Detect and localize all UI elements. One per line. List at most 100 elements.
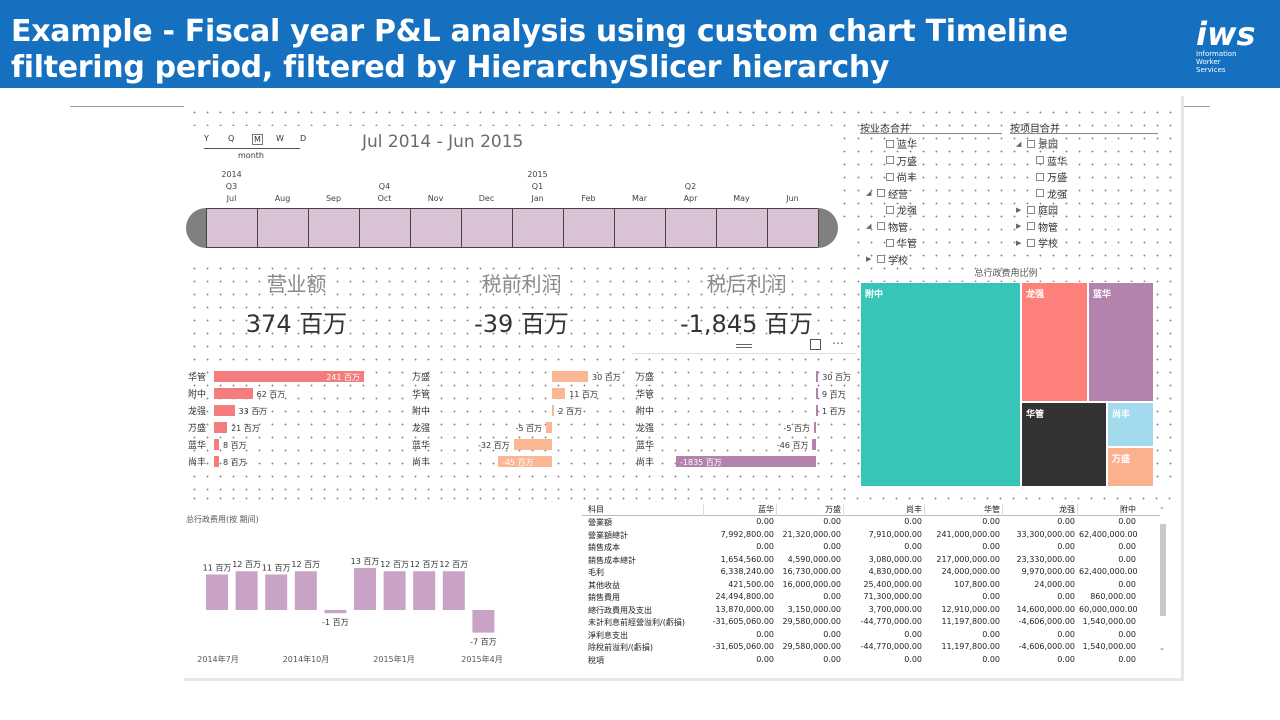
monthly-bar[interactable]	[383, 571, 406, 610]
slicer-business-items[interactable]: 蓝华 万盛 尚丰 ◢ 经营 龙强 ◢ 物管 华管 ▶ 学校	[860, 136, 1006, 270]
timeline-granularity-picker[interactable]: Y Q M W D month	[204, 134, 306, 164]
timeline-cell-jul[interactable]	[207, 209, 258, 247]
monthly-bar[interactable]	[413, 571, 436, 610]
slicer-business-item[interactable]: 华管	[886, 235, 917, 250]
drag-handle-icon[interactable]	[736, 344, 752, 345]
timeline-visual[interactable]: Y Q M W D month Jul 2014 - Jun 2015 2014 2015…	[186, 126, 841, 256]
expand-arrow-icon[interactable]: ▶	[1016, 238, 1022, 247]
checkbox[interactable]	[886, 205, 894, 214]
checkbox[interactable]	[877, 222, 885, 230]
checkbox[interactable]	[1027, 205, 1035, 214]
bar-mark[interactable]	[546, 422, 552, 433]
timeline-cell-feb[interactable]	[564, 209, 615, 247]
bar-mark[interactable]	[214, 405, 235, 416]
slicer-project-item[interactable]: 蓝华	[1036, 153, 1067, 168]
pretax-bar-chart[interactable]: 万盛 30 百万 华管 11 百万 附中 2 百万 龙强 -5 百万 蓝华 -32 百万 尚丰 -45…	[406, 370, 628, 470]
scroll-thumb[interactable]	[1160, 524, 1166, 616]
bar-mark[interactable]	[513, 439, 552, 450]
slicer-project-item[interactable]: ▶ 学校	[1016, 235, 1058, 250]
checkbox[interactable]	[886, 156, 894, 164]
checkbox[interactable]	[886, 172, 894, 181]
matrix-row[interactable]: 營業額 0.00 0.00 0.00 0.00 0.00 0.00	[582, 517, 1160, 529]
timeline-cell-oct[interactable]	[360, 209, 411, 247]
matrix-row[interactable]: 營業額總計 7,992,800.00 21,320,000.00 7,910,000.…	[582, 530, 1160, 542]
bar-mark[interactable]	[812, 439, 816, 450]
granularity-option-m[interactable]: M	[252, 134, 263, 145]
revenue-bar-chart[interactable]: 华管 241 百万 附中 62 百万 龙强 33 百万 万盛 21 百万 蓝华 8 百万 尚丰 8 百…	[184, 370, 402, 470]
treemap-tile-wansheng[interactable]: 万盛	[1107, 447, 1154, 487]
slicer-business-item[interactable]: ▶ 学校	[866, 252, 908, 267]
matrix-scrollbar[interactable]: ⌃ ⌄	[1159, 506, 1167, 658]
timeline-cell-nov[interactable]	[411, 209, 462, 247]
monthly-expense-chart[interactable]: 11 百万 12 百万 11 百万 12 百万 -1 百万 13 百万 12 百万 12 百万…	[184, 524, 568, 680]
slicer-project-item[interactable]: 龙强	[1036, 186, 1067, 201]
collapse-arrow-icon[interactable]: ◢	[866, 222, 872, 230]
checkbox[interactable]	[1027, 222, 1035, 230]
monthly-bar[interactable]	[206, 574, 228, 610]
treemap-tile-lanhua[interactable]: 蓝华	[1088, 282, 1154, 402]
slicer-project-items[interactable]: ◢ 景园 蓝华 万盛 龙强 ▶ 庭园 ▶ 物管 ▶ 学校	[1010, 136, 1160, 250]
monthly-bar[interactable]	[442, 571, 465, 610]
bar-mark[interactable]	[552, 371, 588, 382]
monthly-bar[interactable]	[235, 571, 258, 610]
slicer-project-item[interactable]: ◢ 景园	[1016, 136, 1058, 151]
checkbox[interactable]	[1027, 238, 1035, 247]
bar-mark[interactable]	[676, 456, 816, 467]
bar-mark[interactable]	[816, 388, 818, 399]
monthly-bar[interactable]	[472, 610, 495, 633]
slicer-project[interactable]: 按项目合并 ◢ 景园 蓝华 万盛 龙强 ▶ 庭园 ▶ 物管 ▶ 学校	[1010, 120, 1160, 250]
monthly-bar[interactable]	[354, 568, 376, 610]
bar-mark[interactable]	[498, 456, 552, 467]
checkbox[interactable]	[1027, 139, 1035, 148]
expand-arrow-icon[interactable]: ▶	[866, 255, 872, 263]
bar-mark[interactable]	[214, 388, 253, 399]
more-options-icon[interactable]: ⋯	[832, 336, 844, 350]
monthly-bar[interactable]	[265, 574, 288, 610]
granularity-option-y[interactable]: Y	[204, 134, 209, 143]
timeline-cell-jun[interactable]	[768, 209, 819, 247]
matrix-row[interactable]: 除稅前溢利/(虧損) -31,605,060.00 29,580,000.00 -44…	[582, 642, 1160, 654]
checkbox[interactable]	[1036, 189, 1044, 197]
matrix-row[interactable]: 淨利息支出 0.00 0.00 0.00 0.00 0.00 0.00	[582, 630, 1160, 642]
checkbox[interactable]	[877, 189, 885, 197]
checkbox[interactable]	[886, 238, 894, 247]
matrix-row[interactable]: 銷售費用 24,494,800.00 0.00 71,300,000.00 0.00 0.…	[582, 592, 1160, 604]
collapse-arrow-icon[interactable]: ◢	[1016, 139, 1022, 148]
bar-mark[interactable]	[214, 439, 219, 450]
aftertax-bar-chart[interactable]: 万盛 30 百万 华管 9 百万 附中 1 百万 龙强 -5 百万 蓝华 -46 百万 尚丰 -183…	[632, 370, 856, 470]
granularity-option-w[interactable]: W	[276, 134, 284, 143]
timeline-cells[interactable]	[206, 208, 819, 248]
checkbox[interactable]	[886, 139, 894, 148]
scroll-down-icon[interactable]: ⌄	[1159, 644, 1165, 652]
timeline-cell-may[interactable]	[717, 209, 768, 247]
slicer-business-item[interactable]: 龙强	[886, 202, 917, 217]
timeline-cell-apr[interactable]	[666, 209, 717, 247]
bar-mark[interactable]	[552, 405, 555, 416]
slicer-business-item[interactable]: 万盛	[886, 153, 917, 168]
slicer-business-item[interactable]: ◢ 经营	[866, 186, 908, 201]
monthly-bar[interactable]	[294, 571, 317, 610]
matrix-row[interactable]: 銷售成本 0.00 0.00 0.00 0.00 0.00 0.00	[582, 542, 1160, 554]
timeline-cell-jan[interactable]	[513, 209, 564, 247]
slicer-business-item[interactable]: 蓝华	[886, 136, 917, 151]
slicer-business-item[interactable]: ◢ 物管	[866, 219, 908, 234]
bar-mark[interactable]	[816, 405, 818, 416]
matrix-row[interactable]: 銷售成本總計 1,654,560.00 4,590,000.00 3,080,000.…	[582, 555, 1160, 567]
matrix-row[interactable]: 總行政費用及支出 13,870,000.00 3,150,000.00 3,700,0…	[582, 605, 1160, 617]
checkbox[interactable]	[1036, 156, 1044, 164]
matrix-row[interactable]: 稅項 0.00 0.00 0.00 0.00 0.00 0.00	[582, 655, 1160, 667]
bar-mark[interactable]	[552, 388, 566, 399]
bar-mark[interactable]	[816, 371, 819, 382]
granularity-option-q[interactable]: Q	[228, 134, 235, 143]
scroll-up-icon[interactable]: ⌃	[1159, 506, 1165, 514]
monthly-bar[interactable]	[324, 610, 347, 614]
bar-mark[interactable]	[214, 456, 219, 467]
timeline-cell-aug[interactable]	[258, 209, 309, 247]
collapse-arrow-icon[interactable]: ◢	[866, 189, 872, 197]
focus-mode-icon[interactable]	[810, 339, 821, 350]
checkbox[interactable]	[1036, 172, 1044, 181]
slicer-project-item[interactable]: 万盛	[1036, 169, 1067, 184]
checkbox[interactable]	[877, 255, 885, 263]
bar-mark[interactable]	[214, 371, 364, 382]
